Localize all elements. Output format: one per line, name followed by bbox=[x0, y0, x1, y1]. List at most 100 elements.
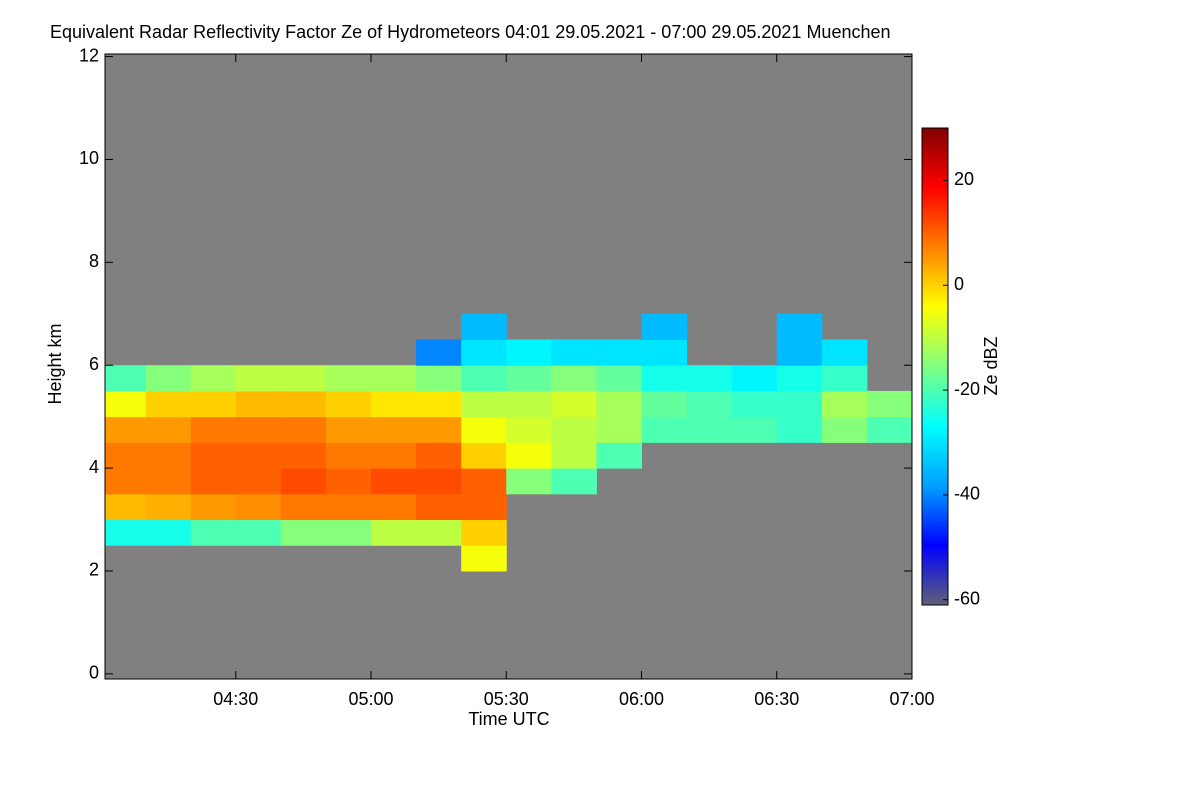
heatmap-cell bbox=[641, 390, 688, 418]
heatmap-cell bbox=[235, 493, 282, 521]
heatmap-cell bbox=[866, 416, 913, 443]
heatmap-cell bbox=[686, 416, 733, 443]
heatmap-cell bbox=[190, 519, 237, 546]
heatmap-cell bbox=[235, 519, 282, 546]
heatmap-cell bbox=[105, 416, 147, 443]
heatmap-cell bbox=[325, 519, 372, 546]
heatmap-cell bbox=[145, 442, 192, 469]
heatmap-cell bbox=[416, 493, 462, 521]
x-tick-label: 07:00 bbox=[889, 689, 934, 709]
heatmap-cell bbox=[145, 493, 192, 521]
heatmap-cell bbox=[370, 365, 417, 392]
heatmap-cell bbox=[235, 442, 282, 469]
heatmap-cell bbox=[686, 390, 733, 418]
heatmap-cell bbox=[190, 442, 237, 469]
heatmap-cell bbox=[821, 416, 868, 443]
y-tick-label: 12 bbox=[79, 45, 99, 65]
colorbar-tick-label: 20 bbox=[954, 169, 974, 189]
heatmap-cell bbox=[821, 390, 868, 418]
heatmap-cell bbox=[731, 390, 778, 418]
heatmap-cell bbox=[461, 416, 507, 443]
heatmap-cell bbox=[551, 468, 597, 495]
heatmap-cell bbox=[280, 468, 327, 495]
y-axis-label: Height km bbox=[45, 323, 65, 404]
heatmap-cell bbox=[325, 416, 372, 443]
heatmap-cell bbox=[145, 390, 192, 418]
heatmap-cell bbox=[506, 339, 552, 366]
heatmap-cell bbox=[506, 390, 552, 418]
heatmap-cell bbox=[776, 313, 823, 340]
heatmap-cell bbox=[280, 365, 327, 392]
heatmap-cell bbox=[105, 493, 147, 521]
x-tick-label: 05:00 bbox=[348, 689, 393, 709]
heatmap-cell bbox=[641, 313, 688, 340]
heatmap-cell bbox=[325, 493, 372, 521]
heatmap-cell bbox=[506, 468, 552, 495]
heatmap-cell bbox=[641, 339, 688, 366]
heatmap-cell bbox=[866, 390, 913, 418]
heatmap-cell bbox=[461, 339, 507, 366]
heatmap-cell bbox=[235, 365, 282, 392]
colorbar bbox=[921, 127, 949, 606]
heatmap-cell bbox=[731, 416, 778, 443]
heatmap-cell bbox=[686, 365, 733, 392]
heatmap-cell bbox=[461, 468, 507, 495]
heatmap-cell bbox=[105, 442, 147, 469]
heatmap-cell bbox=[416, 390, 462, 418]
heatmap-cell bbox=[370, 493, 417, 521]
heatmap-cell bbox=[416, 339, 462, 366]
heatmap-cell bbox=[776, 339, 823, 366]
heatmap-cell bbox=[596, 442, 642, 469]
heatmap-cell bbox=[105, 519, 147, 546]
heatmap-cell bbox=[370, 442, 417, 469]
heatmap-cell bbox=[190, 416, 237, 443]
y-tick-label: 8 bbox=[89, 251, 99, 271]
heatmap-cell bbox=[280, 519, 327, 546]
heatmap-cell bbox=[596, 416, 642, 443]
x-tick-label: 06:30 bbox=[754, 689, 799, 709]
heatmap-cell bbox=[776, 365, 823, 392]
heatmap-cell bbox=[280, 416, 327, 443]
heatmap-cell bbox=[145, 468, 192, 495]
y-tick-label: 6 bbox=[89, 354, 99, 374]
heatmap-cell bbox=[190, 468, 237, 495]
heatmap-cell bbox=[416, 519, 462, 546]
y-tick-label: 10 bbox=[79, 148, 99, 168]
heatmap-cell bbox=[506, 416, 552, 443]
heatmap-cell bbox=[641, 416, 688, 443]
chart-title: Equivalent Radar Reflectivity Factor Ze … bbox=[50, 22, 891, 42]
heatmap-cell bbox=[145, 519, 192, 546]
heatmap-cell bbox=[461, 493, 507, 521]
heatmap-cell bbox=[190, 365, 237, 392]
heatmap-cell bbox=[325, 468, 372, 495]
heatmap-cell bbox=[280, 493, 327, 521]
heatmap-cell bbox=[370, 390, 417, 418]
heatmap-cell bbox=[280, 442, 327, 469]
heatmap-cell bbox=[461, 442, 507, 469]
heatmap-cell bbox=[416, 365, 462, 392]
y-tick-label: 0 bbox=[89, 663, 99, 683]
heatmap-cell bbox=[731, 365, 778, 392]
heatmap-cell bbox=[325, 442, 372, 469]
heatmap-cell bbox=[105, 390, 147, 418]
heatmap-cell bbox=[235, 416, 282, 443]
heatmap-cell bbox=[370, 519, 417, 546]
heatmap-cell bbox=[105, 468, 147, 495]
heatmap-cell bbox=[596, 390, 642, 418]
heatmap-cell bbox=[461, 390, 507, 418]
x-tick-label: 05:30 bbox=[484, 689, 529, 709]
heatmap-cell bbox=[190, 390, 237, 418]
heatmap-cell bbox=[325, 390, 372, 418]
heatmap-cell bbox=[776, 416, 823, 443]
heatmap-cell bbox=[370, 416, 417, 443]
heatmap-cell bbox=[325, 365, 372, 392]
colorbar-tick-label: -20 bbox=[954, 379, 980, 399]
heatmap-cell bbox=[461, 313, 507, 340]
x-tick-label: 04:30 bbox=[213, 689, 258, 709]
plot-frame bbox=[104, 53, 913, 680]
heatmap-cell bbox=[551, 390, 597, 418]
heatmap-cell bbox=[416, 442, 462, 469]
x-tick-label: 06:00 bbox=[619, 689, 664, 709]
heatmap-cell bbox=[506, 365, 552, 392]
heatmap-cell bbox=[641, 365, 688, 392]
